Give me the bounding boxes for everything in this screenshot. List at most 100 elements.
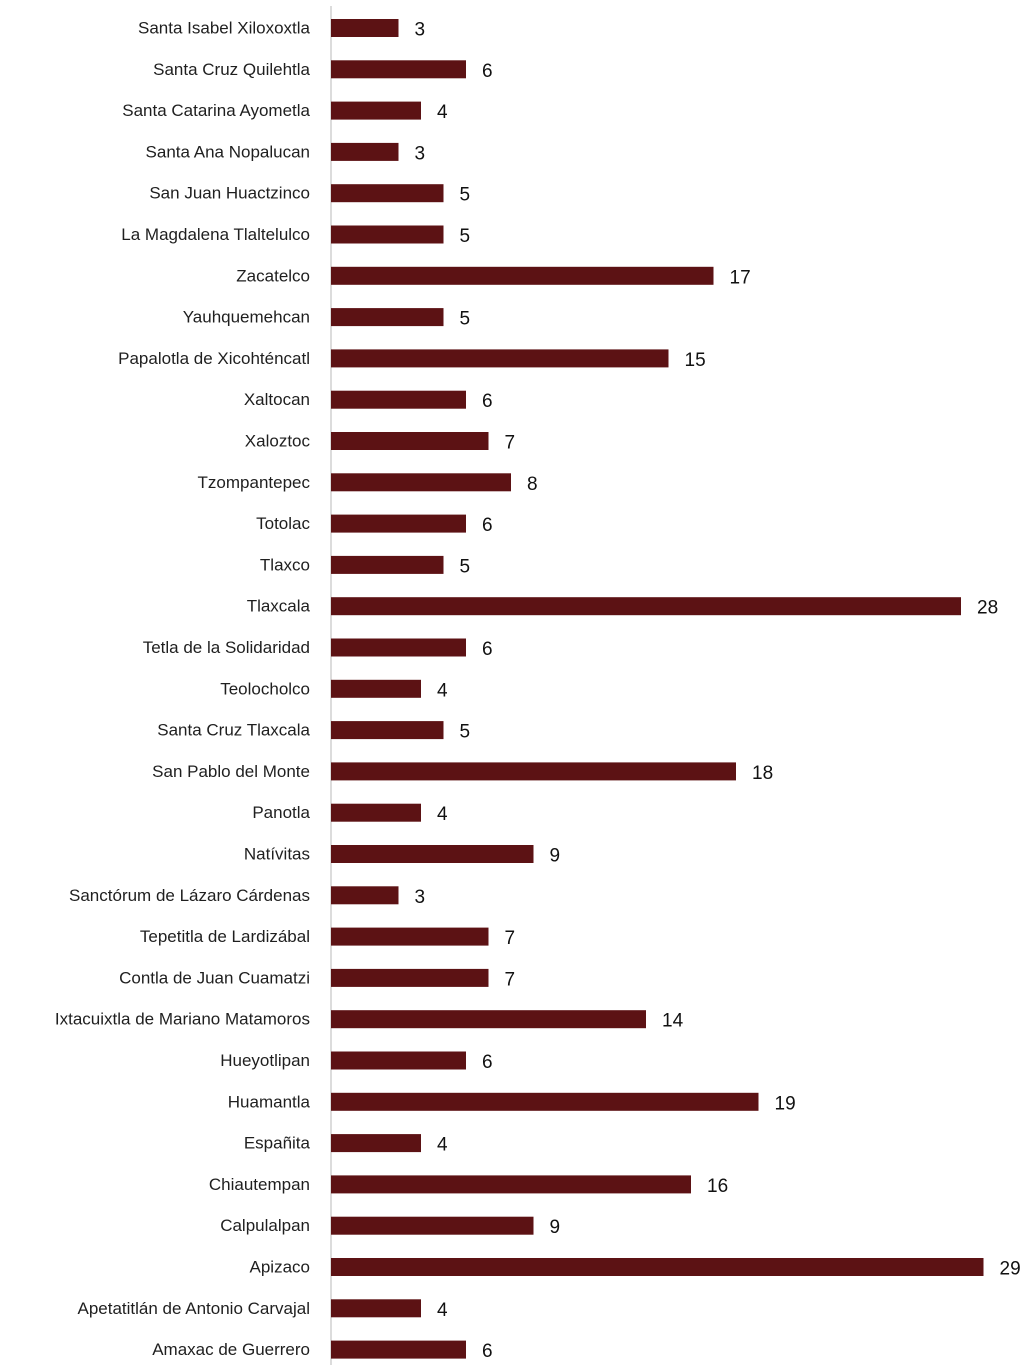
category-label: Santa Catarina Ayometla bbox=[122, 101, 310, 120]
bar bbox=[331, 1134, 421, 1153]
bar bbox=[331, 1216, 534, 1235]
bar bbox=[331, 349, 669, 368]
bar bbox=[331, 1051, 466, 1070]
value-label: 7 bbox=[505, 969, 516, 990]
category-label: Papalotla de Xicohténcatl bbox=[118, 349, 310, 368]
bar bbox=[331, 968, 489, 987]
bar bbox=[331, 101, 421, 120]
category-label: La Magdalena Tlaltelulco bbox=[121, 225, 310, 244]
bar bbox=[331, 638, 466, 657]
bar bbox=[331, 1340, 466, 1359]
bar bbox=[331, 225, 444, 244]
bar bbox=[331, 1010, 646, 1029]
category-label: San Juan Huactzinco bbox=[149, 184, 310, 203]
category-label: Teolocholco bbox=[220, 679, 310, 698]
bar bbox=[331, 555, 444, 574]
bar bbox=[331, 266, 714, 285]
category-label: Apizaco bbox=[250, 1258, 310, 1277]
bar bbox=[331, 927, 489, 946]
category-label: Tzompantepec bbox=[198, 473, 311, 492]
category-label: Apetatitlán de Antonio Carvajal bbox=[78, 1299, 311, 1318]
value-label: 9 bbox=[550, 1217, 561, 1238]
bar bbox=[331, 142, 399, 161]
value-label: 3 bbox=[415, 143, 426, 164]
value-label: 19 bbox=[775, 1093, 796, 1114]
category-label: Tlaxco bbox=[260, 555, 310, 574]
bar bbox=[331, 886, 399, 905]
bar bbox=[331, 1092, 759, 1111]
category-label: Calpulalpan bbox=[220, 1216, 310, 1235]
value-label: 6 bbox=[482, 639, 493, 660]
category-label: Xaltocan bbox=[244, 390, 310, 409]
bar bbox=[331, 19, 399, 37]
category-label: Españita bbox=[244, 1134, 311, 1153]
value-label: 17 bbox=[730, 267, 751, 288]
bar bbox=[331, 845, 534, 863]
bar bbox=[331, 762, 736, 781]
value-label: 5 bbox=[460, 556, 471, 577]
value-label: 6 bbox=[482, 61, 493, 82]
value-label: 5 bbox=[460, 185, 471, 206]
value-label: 7 bbox=[505, 928, 516, 949]
bar bbox=[331, 1258, 984, 1276]
category-label: Sanctórum de Lázaro Cárdenas bbox=[69, 886, 310, 905]
category-label: Huamantla bbox=[228, 1092, 311, 1111]
category-label: Totolac bbox=[256, 514, 310, 533]
category-label: Yauhquemehcan bbox=[183, 308, 310, 327]
bar bbox=[331, 803, 421, 822]
value-label: 28 bbox=[977, 598, 998, 619]
category-label: Amaxac de Guerrero bbox=[152, 1340, 310, 1359]
value-label: 7 bbox=[505, 433, 516, 454]
category-label: San Pablo del Monte bbox=[152, 762, 310, 781]
bar bbox=[331, 60, 466, 79]
category-labels: Santa Isabel Xiloxoxtla Santa Cruz Quileh… bbox=[55, 19, 311, 1360]
category-label: Natívitas bbox=[244, 845, 310, 864]
category-label: Panotla bbox=[252, 803, 310, 822]
bar bbox=[331, 1299, 421, 1318]
category-label: Xaloztoc bbox=[245, 432, 311, 451]
category-label: Tetla de la Solidaridad bbox=[143, 638, 310, 657]
value-label: 4 bbox=[437, 680, 448, 701]
category-label: Zacatelco bbox=[236, 266, 310, 285]
value-label: 5 bbox=[460, 309, 471, 330]
bar bbox=[331, 473, 511, 492]
category-label: Santa Cruz Quilehtla bbox=[153, 60, 310, 79]
value-label: 3 bbox=[415, 887, 426, 908]
category-label: Tlaxcala bbox=[247, 597, 311, 616]
bar bbox=[331, 721, 444, 740]
value-label: 9 bbox=[550, 846, 561, 867]
value-label: 4 bbox=[437, 1300, 448, 1321]
category-label: Ixtacuixtla de Mariano Matamoros bbox=[55, 1010, 310, 1029]
value-label: 8 bbox=[527, 474, 538, 495]
value-label: 5 bbox=[460, 226, 471, 247]
value-labels: 3643551751567865286451849377146194169294… bbox=[415, 20, 1021, 1363]
bar bbox=[331, 184, 444, 203]
category-label: Santa Isabel Xiloxoxtla bbox=[138, 19, 311, 38]
bar bbox=[331, 597, 961, 616]
value-label: 16 bbox=[707, 1176, 728, 1197]
bar bbox=[331, 390, 466, 409]
value-label: 3 bbox=[415, 20, 426, 41]
category-label: Contla de Juan Cuamatzi bbox=[119, 968, 310, 987]
bar bbox=[331, 1175, 691, 1194]
category-label: Tepetitla de Lardizábal bbox=[140, 927, 310, 946]
value-label: 29 bbox=[1000, 1259, 1021, 1280]
bars-group bbox=[331, 19, 984, 1359]
value-label: 4 bbox=[437, 804, 448, 825]
value-label: 18 bbox=[752, 763, 773, 784]
value-label: 6 bbox=[482, 515, 493, 536]
value-label: 4 bbox=[437, 1135, 448, 1156]
category-label: Chiautempan bbox=[209, 1175, 310, 1194]
value-label: 6 bbox=[482, 1052, 493, 1073]
category-label: Hueyotlipan bbox=[220, 1051, 310, 1070]
value-label: 4 bbox=[437, 102, 448, 123]
value-label: 14 bbox=[662, 1011, 684, 1032]
bar bbox=[331, 432, 489, 450]
value-label: 5 bbox=[460, 722, 471, 743]
bar bbox=[331, 514, 466, 533]
value-label: 6 bbox=[482, 391, 493, 412]
category-label: Santa Ana Nopalucan bbox=[146, 142, 310, 161]
category-label: Santa Cruz Tlaxcala bbox=[157, 721, 310, 740]
